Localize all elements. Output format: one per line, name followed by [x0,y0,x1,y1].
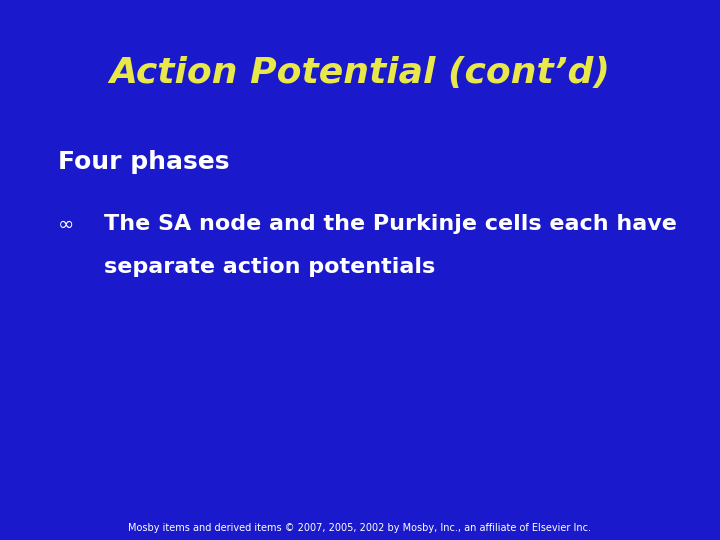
Text: Mosby items and derived items © 2007, 2005, 2002 by Mosby, Inc., an affiliate of: Mosby items and derived items © 2007, 20… [128,523,592,533]
Text: ∞: ∞ [58,214,74,234]
Text: Four phases: Four phases [58,150,229,174]
Text: Action Potential (cont’d): Action Potential (cont’d) [109,56,611,90]
Text: The SA node and the Purkinje cells each have: The SA node and the Purkinje cells each … [104,214,678,234]
Text: separate action potentials: separate action potentials [104,257,436,278]
